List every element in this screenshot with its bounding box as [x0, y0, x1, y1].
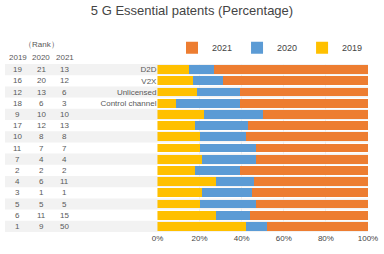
- svg-text:20%: 20%: [192, 234, 208, 243]
- svg-text:Unlicensed: Unlicensed: [117, 88, 157, 97]
- svg-text:12: 12: [13, 88, 22, 97]
- svg-text:9: 9: [15, 110, 20, 119]
- svg-text:2020: 2020: [277, 43, 297, 53]
- svg-text:19: 19: [13, 65, 22, 74]
- svg-text:21: 21: [37, 65, 46, 74]
- svg-text:100%: 100%: [358, 234, 378, 243]
- svg-text:（Rank）: （Rank）: [24, 40, 59, 49]
- svg-text:11: 11: [37, 211, 46, 220]
- svg-text:15: 15: [60, 211, 69, 220]
- svg-text:6: 6: [39, 177, 44, 186]
- svg-text:13: 13: [60, 121, 69, 130]
- svg-text:11: 11: [13, 144, 22, 153]
- svg-text:18: 18: [13, 99, 22, 108]
- svg-text:10: 10: [60, 110, 69, 119]
- svg-text:6: 6: [62, 88, 67, 97]
- svg-text:4: 4: [62, 155, 67, 164]
- svg-text:2021: 2021: [212, 43, 232, 53]
- svg-text:0%: 0%: [152, 234, 164, 243]
- svg-text:2: 2: [15, 166, 20, 175]
- svg-text:3: 3: [62, 99, 67, 108]
- svg-text:3: 3: [15, 188, 20, 197]
- svg-text:6: 6: [39, 99, 44, 108]
- svg-text:9: 9: [39, 222, 44, 231]
- svg-text:4: 4: [15, 177, 20, 186]
- svg-text:10: 10: [13, 132, 22, 141]
- svg-text:5 G Essential patents (Percent: 5 G Essential patents (Percentage): [91, 3, 293, 18]
- svg-text:1: 1: [62, 188, 67, 197]
- svg-text:2: 2: [39, 166, 44, 175]
- svg-text:40%: 40%: [234, 234, 250, 243]
- svg-text:13: 13: [37, 88, 46, 97]
- svg-text:7: 7: [62, 144, 67, 153]
- svg-text:7: 7: [39, 144, 44, 153]
- svg-text:2: 2: [62, 166, 67, 175]
- svg-text:6: 6: [15, 211, 20, 220]
- svg-text:16: 16: [13, 76, 22, 85]
- svg-text:5: 5: [62, 200, 67, 209]
- svg-text:12: 12: [37, 121, 46, 130]
- svg-text:5: 5: [39, 200, 44, 209]
- svg-text:60%: 60%: [276, 234, 292, 243]
- svg-text:4: 4: [39, 155, 44, 164]
- svg-text:1: 1: [39, 188, 44, 197]
- svg-text:13: 13: [60, 65, 69, 74]
- svg-text:2019: 2019: [9, 53, 27, 62]
- svg-text:10: 10: [37, 110, 46, 119]
- svg-text:12: 12: [60, 76, 69, 85]
- svg-text:D2D: D2D: [140, 65, 156, 74]
- svg-text:2019: 2019: [342, 43, 362, 53]
- svg-text:1: 1: [15, 222, 20, 231]
- svg-text:8: 8: [39, 132, 44, 141]
- svg-text:7: 7: [15, 155, 20, 164]
- svg-text:50: 50: [60, 222, 69, 231]
- svg-text:2020: 2020: [32, 53, 50, 62]
- svg-text:11: 11: [60, 177, 69, 186]
- svg-text:2021: 2021: [56, 53, 74, 62]
- svg-text:Control channel: Control channel: [100, 99, 156, 108]
- svg-text:80%: 80%: [318, 234, 334, 243]
- svg-text:V2X: V2X: [141, 77, 157, 86]
- svg-text:17: 17: [13, 121, 22, 130]
- svg-text:5: 5: [15, 200, 20, 209]
- svg-text:8: 8: [62, 132, 67, 141]
- svg-text:20: 20: [37, 76, 46, 85]
